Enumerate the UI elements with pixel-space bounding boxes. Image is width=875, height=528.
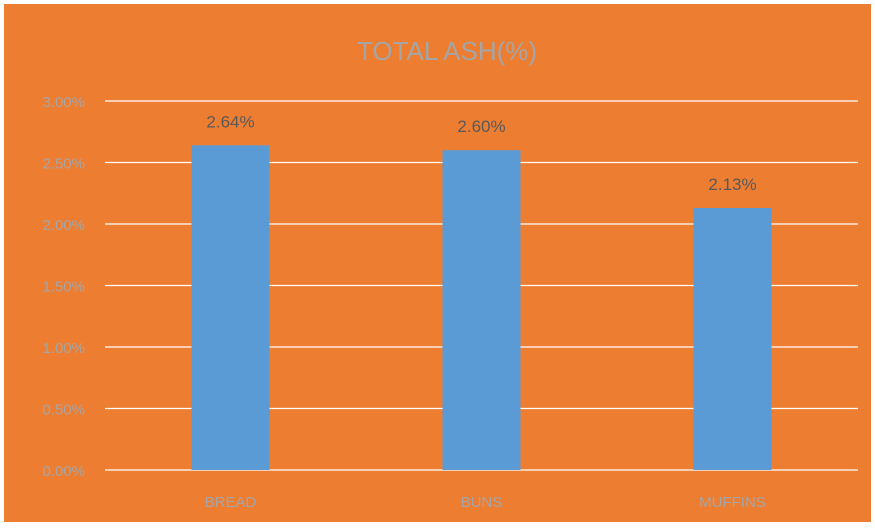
data-label: 2.64% [206, 112, 254, 131]
x-tick-label: BREAD [205, 494, 257, 511]
x-axis-tick-labels: BREAD BUNS MUFFINS [205, 494, 766, 511]
x-tick-label: MUFFINS [699, 494, 766, 511]
bars [191, 145, 772, 470]
bar [191, 145, 270, 470]
y-tick-label: 0.00% [42, 463, 85, 480]
x-tick-label: BUNS [461, 494, 503, 511]
y-axis-tick-labels: 0.00% 0.50% 1.00% 1.50% 2.00% 2.50% 3.00% [42, 94, 85, 480]
bar-chart: TOTAL ASH(%) 0.00% 0.50% 1.00% 1.50% 2.00% 2.… [42, 36, 858, 511]
y-tick-label: 0.50% [42, 402, 85, 419]
y-tick-label: 2.00% [42, 217, 85, 234]
data-label: 2.13% [708, 175, 756, 194]
chart-area: TOTAL ASH(%) 0.00% 0.50% 1.00% 1.50% 2.00% 2.… [4, 4, 871, 522]
bar [442, 150, 521, 470]
y-tick-label: 3.00% [42, 94, 85, 111]
data-labels: 2.64% 2.60% 2.13% [206, 112, 756, 194]
y-tick-label: 2.50% [42, 156, 85, 173]
y-tick-label: 1.50% [42, 279, 85, 296]
bar [693, 208, 772, 470]
chart-title: TOTAL ASH(%) [357, 36, 537, 66]
y-tick-label: 1.00% [42, 340, 85, 357]
data-label: 2.60% [457, 117, 505, 136]
